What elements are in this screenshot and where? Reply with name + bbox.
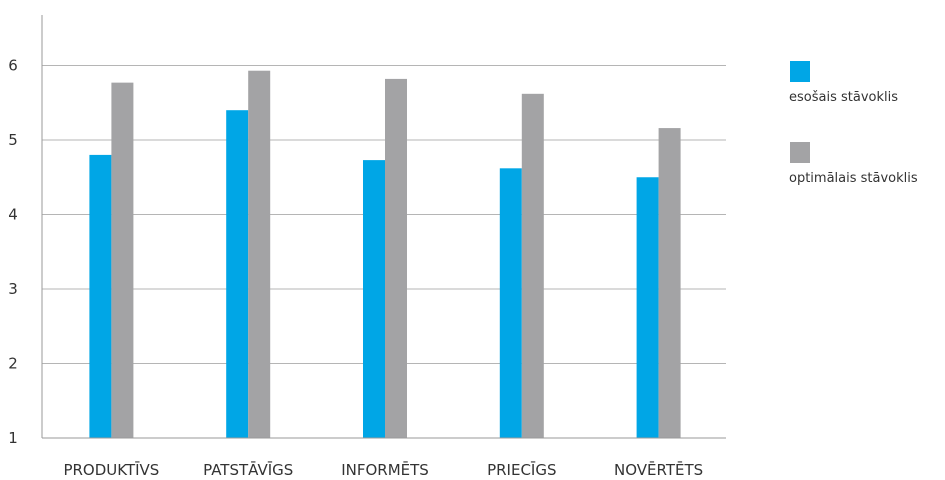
x-category-label: PRODUKTĪVS — [63, 461, 159, 479]
y-tick-label: 2 — [8, 355, 18, 373]
bar-current-1 — [226, 110, 249, 438]
bar-optimal-1 — [248, 70, 271, 438]
y-tick-label: 3 — [8, 280, 18, 298]
labels: 1 2 3 4 5 6 PRODUKTĪVS PATSTĀVĪGS INFORMĒTS PRIEC… — [8, 57, 703, 480]
legend-label-1: optimālais stāvoklis — [789, 171, 918, 186]
bar-current-3 — [499, 168, 522, 438]
y-tick-label: 4 — [8, 206, 18, 224]
bars — [89, 70, 681, 439]
legend-swatch-0 — [790, 61, 810, 82]
y-tick-label: 1 — [8, 429, 18, 447]
bar-optimal-4 — [658, 128, 681, 438]
bar-current-4 — [636, 177, 659, 438]
bar-optimal-3 — [521, 93, 544, 438]
x-category-label: NOVĒRTĒTS — [614, 461, 703, 479]
x-category-label: PRIECĪGS — [487, 461, 556, 479]
bar-current-0 — [89, 154, 112, 438]
legend-swatch-1 — [790, 142, 810, 163]
legend: esošais stāvoklis optimālais stāvoklis — [789, 61, 918, 186]
y-tick-label: 6 — [8, 57, 18, 75]
legend-label-0: esošais stāvoklis — [789, 90, 898, 105]
bar-optimal-0 — [111, 82, 134, 438]
x-category-label: INFORMĒTS — [341, 461, 429, 479]
x-category-label: PATSTĀVĪGS — [203, 461, 293, 479]
bar-current-2 — [363, 160, 385, 439]
axes — [41, 15, 726, 439]
y-tick-label: 5 — [8, 131, 18, 149]
bar-optimal-2 — [385, 78, 407, 438]
